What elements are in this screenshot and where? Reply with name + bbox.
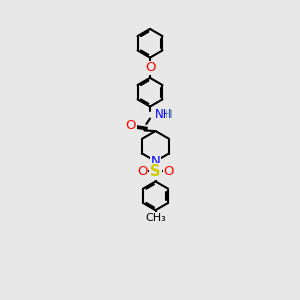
Text: O: O (145, 61, 155, 74)
Text: CH₃: CH₃ (145, 212, 166, 223)
Text: O: O (137, 165, 148, 178)
Text: O: O (164, 165, 174, 178)
Text: O: O (125, 119, 136, 132)
Text: H: H (165, 110, 172, 120)
Text: N: N (151, 155, 160, 168)
Text: S: S (150, 164, 161, 179)
Text: NH: NH (154, 108, 172, 122)
